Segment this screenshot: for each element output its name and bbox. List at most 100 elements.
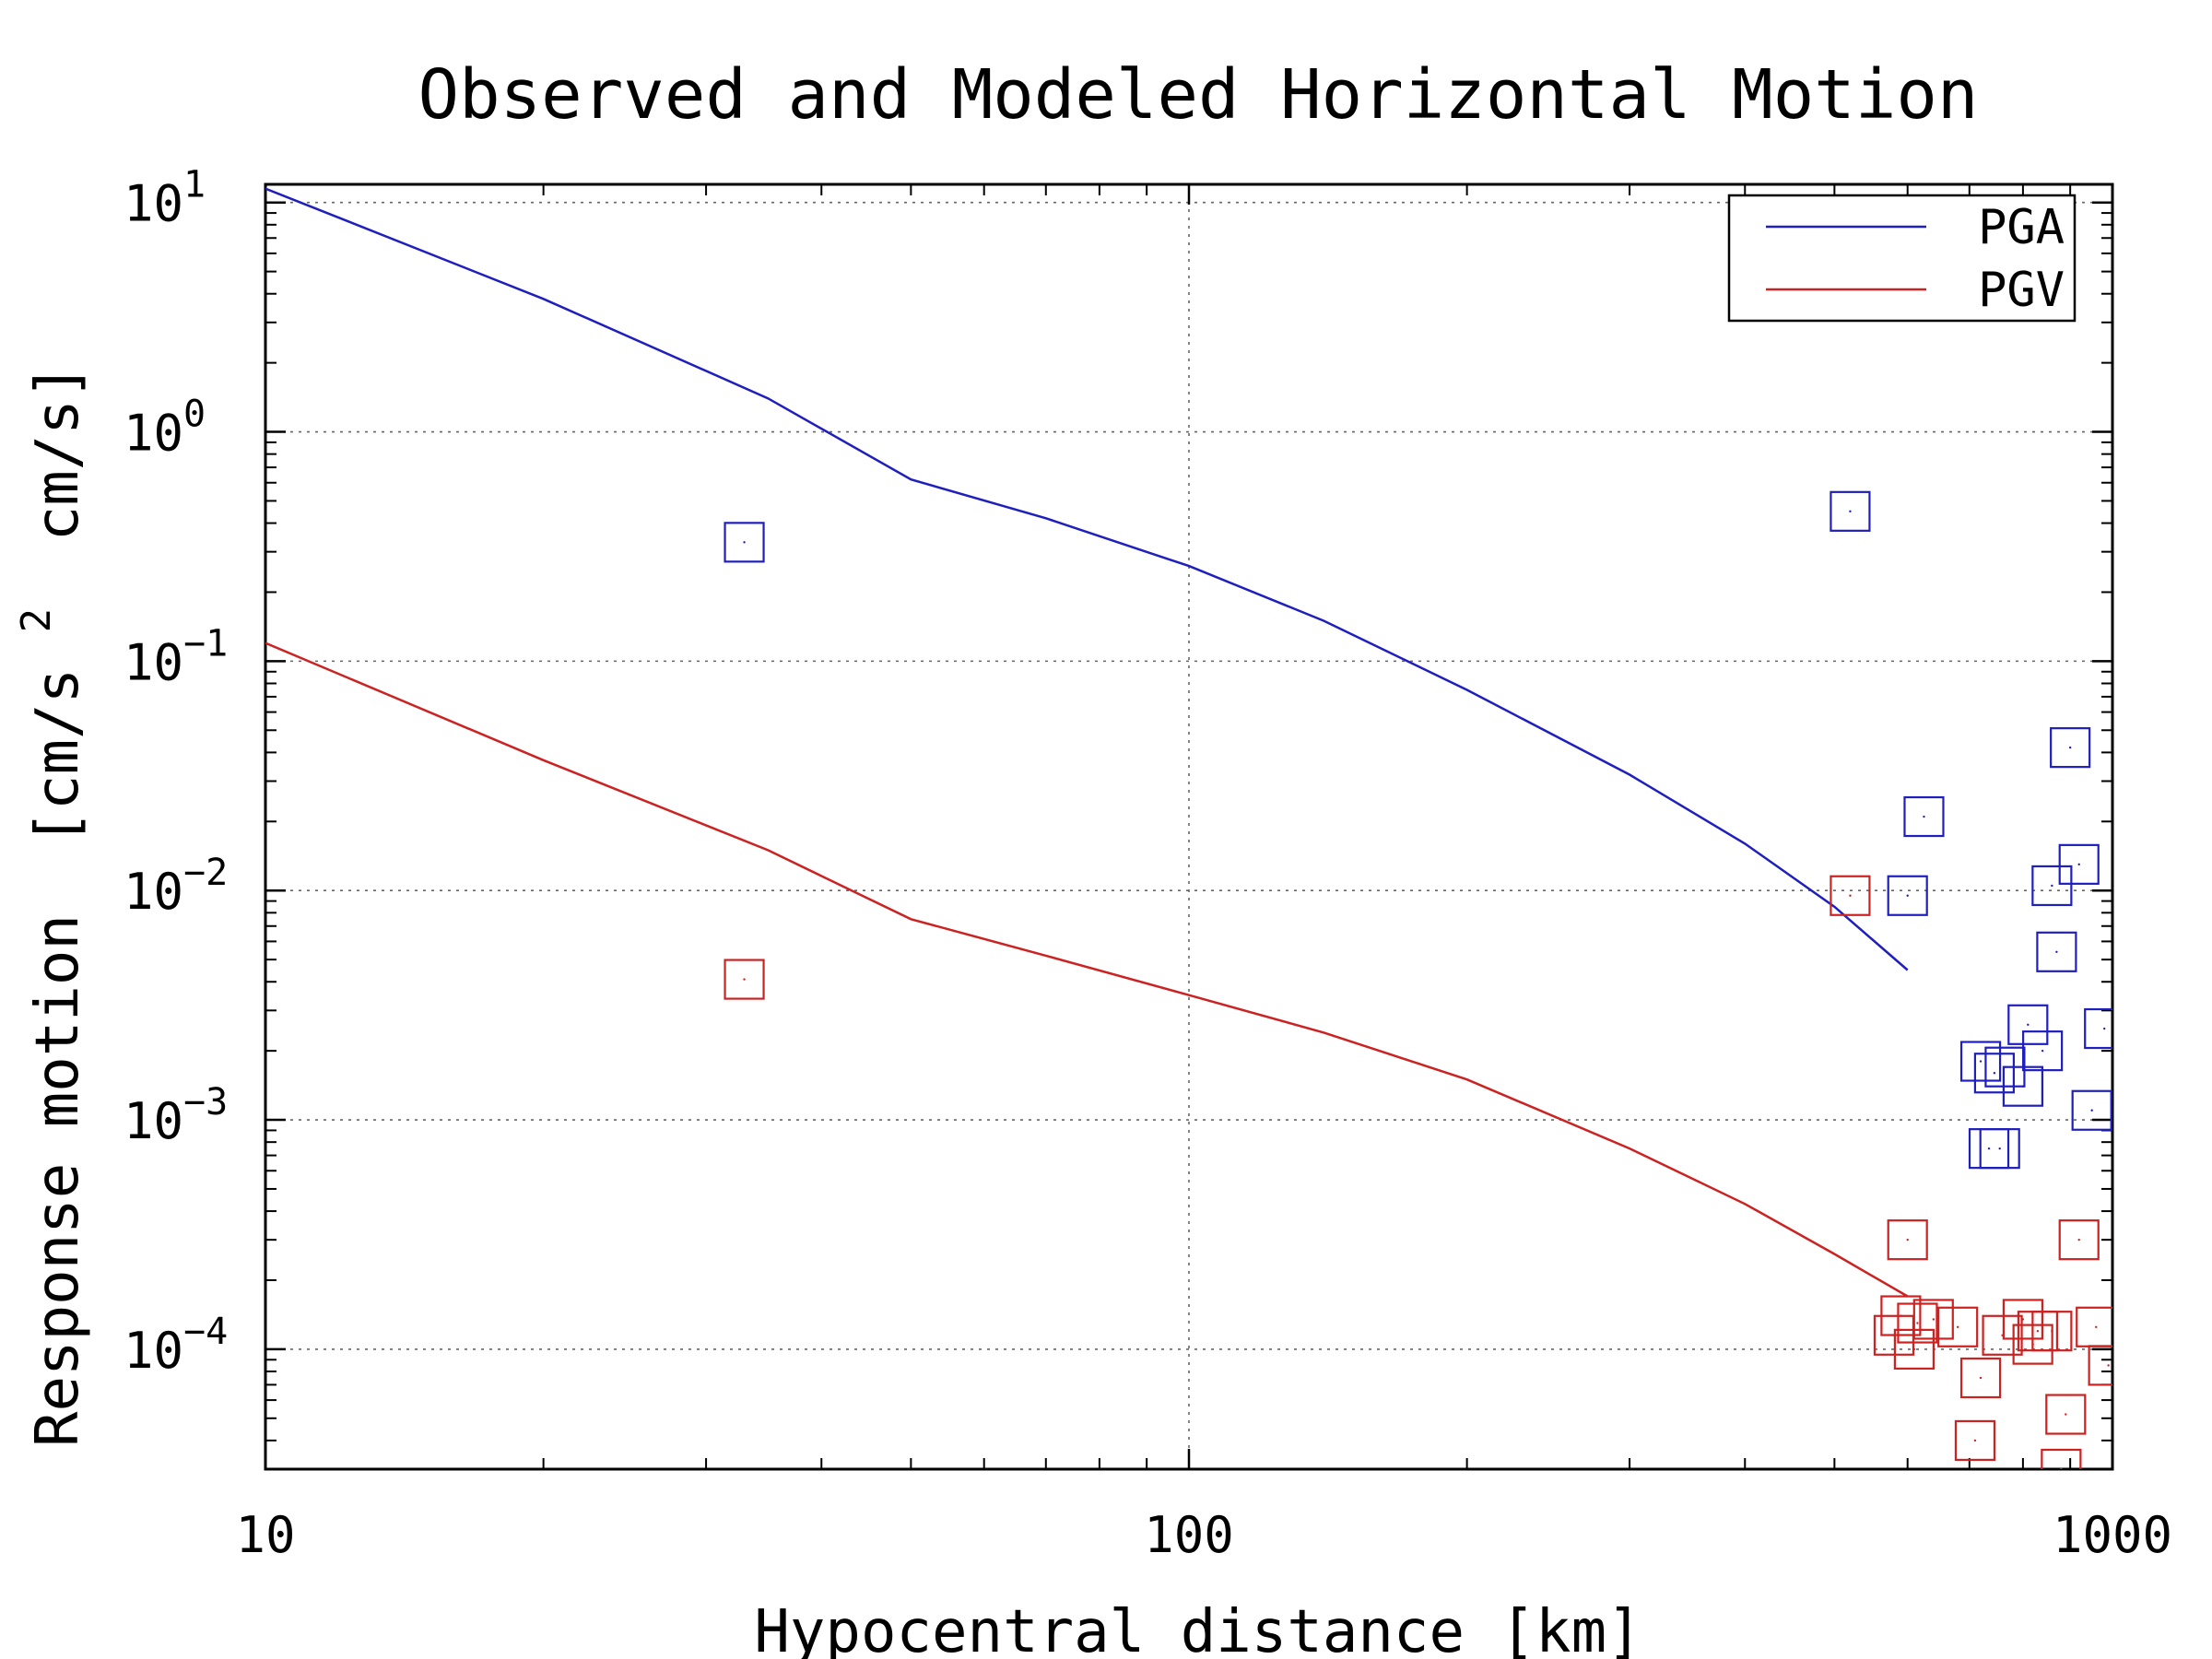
data-point-pga-observed [2050,727,2091,769]
data-point-dot-pga-observed [2103,1027,2106,1030]
y-tick-exponent: 1 [183,164,206,206]
y-tick-base: 10 [124,1092,183,1150]
data-point-pga-observed [1973,1053,2016,1094]
data-point-dot-pgv-observed [1906,1238,1909,1241]
series-group [265,187,2112,1469]
data-point-pga-observed [1959,1041,2002,1082]
data-point-dot-pga-observed [1906,894,1909,897]
data-point-pga-observed [1887,875,1928,916]
y-tick-base: 10 [124,633,183,691]
y-axis-label: Response motion [cm/s 2 cm/s] [0,364,92,1447]
data-point-dot-pga-observed [2021,1085,2025,1088]
y-tick-base: 10 [124,863,183,921]
data-point-pgv-observed [2058,1219,2100,1261]
data-point-dot-pgv-observed [1979,1376,1983,1380]
y-tick-label: 10−2 [124,852,228,921]
data-point-dot-pga-observed [1849,510,1852,513]
data-point-pgv-observed [1937,1306,1979,1347]
data-point-pgv-observed [1954,1419,1996,1462]
y-axis-label-group: Response motion [cm/s 2 cm/s] [0,364,92,1447]
y-tick-base: 10 [124,175,183,233]
data-point-pga-observed [1979,1128,2020,1170]
plot-marks [265,187,2112,1469]
legend: PGA PGV [1727,194,2077,323]
data-point-pga-observed [1830,490,1871,532]
data-point-dot-pga-observed [2051,884,2053,888]
data-point-dot-pga-observed [2068,746,2072,749]
data-point-pga-observed [2007,1004,2049,1045]
x-axis-label: Hypocentral distance [km] [754,1598,1641,1659]
y-tick-exponent: −4 [183,1311,228,1353]
y-axis-unit-suffix: cm/s] [24,364,92,542]
data-point-dot-pgv-observed [1916,1322,1919,1324]
data-point-pgv-observed [2002,1299,2043,1340]
data-point-dot-pga-observed [2041,1049,2044,1053]
data-point-pga-observed [2022,1030,2064,1072]
chart-title: Observed and Modeled Horizontal Motion [418,55,1979,135]
y-tick-exponent: −3 [183,1081,228,1124]
y-tick-exponent: −2 [183,852,228,894]
y-axis-label-text: Response motion [24,914,92,1447]
data-point-dot-pgv-observed [2051,1329,2053,1333]
x-tick-labels: 10 100 1000 [235,1506,2172,1564]
data-point-dot-pgv-observed [2077,1238,2080,1241]
y-tick-label: 10−4 [124,1311,228,1380]
data-point-dot-pgv-observed [1973,1439,1977,1442]
data-point-pgv-observed [2031,1311,2073,1352]
data-point-dot-pgv-observed [1956,1325,1959,1328]
legend-label-pgv: PGV [1978,263,2065,318]
data-point-pgv-observed [1887,1219,1928,1261]
data-point-dot-pgv-observed [2021,1318,2025,1321]
data-point-pga-observed [2084,1007,2112,1050]
data-point-pga-observed [2071,1089,2112,1131]
data-point-pga-observed [2031,865,2073,907]
data-point-pgv-observed [2088,1345,2112,1386]
y-tick-label: 101 [124,164,206,233]
data-point-dot-pgv-observed [2060,1467,2063,1469]
legend-box [1727,194,2077,323]
data-point-dot-pgv-observed [2065,1413,2067,1416]
data-point-dot-pga-observed [1987,1147,1991,1150]
data-point-pgv-observed [2045,1394,2087,1435]
legend-label-pga: PGA [1978,200,2065,255]
data-point-pgv-observed [1959,1357,2002,1399]
data-point-dot-pga-observed [1998,1147,2001,1150]
data-point-pgv-observed [1982,1314,2023,1356]
data-point-dot-pgv-observed [743,978,746,981]
data-point-pgv-observed [1912,1299,1954,1340]
data-point-dot-pga-observed [1923,815,1925,818]
data-point-dot-pgv-observed [1912,1347,1916,1351]
y-tick-exponent: 0 [183,394,206,436]
axis-ticks [264,184,2114,1470]
data-point-dot-pga-observed [743,541,746,544]
y-tick-label: 100 [124,394,206,463]
series-line-pga [265,187,1909,971]
data-point-dot-pga-observed [2055,950,2058,954]
y-tick-label: 10−3 [124,1081,228,1150]
data-point-dot-pga-observed [2077,863,2080,866]
data-point-dot-pgv-observed [2107,1364,2110,1367]
y-tick-base: 10 [124,1322,183,1380]
x-tick-label: 1000 [2053,1506,2172,1564]
data-point-pgv-observed [2041,1448,2082,1469]
data-point-pgv-observed [724,959,765,1000]
y-axis-unit-exponent: 2 [13,608,60,633]
y-tick-label: 10−1 [124,622,228,691]
data-point-dot-pga-observed [1993,1072,1996,1075]
data-point-dot-pgv-observed [2095,1325,2098,1328]
y-tick-base: 10 [124,405,183,463]
data-point-pga-observed [2036,931,2077,972]
data-point-dot-pgv-observed [1849,894,1852,897]
data-point-dot-pga-observed [2027,1023,2030,1026]
grid [265,184,2112,1469]
data-point-dot-pga-observed [1979,1060,1983,1063]
data-point-pga-observed [724,522,765,563]
data-point-pga-observed [1903,795,1945,838]
x-tick-label: 10 [235,1506,295,1564]
data-point-dot-pgv-observed [1900,1314,1902,1317]
y-tick-exponent: −1 [183,622,228,665]
x-tick-label: 100 [1144,1506,1234,1564]
data-point-pgv-observed [1830,875,1871,916]
